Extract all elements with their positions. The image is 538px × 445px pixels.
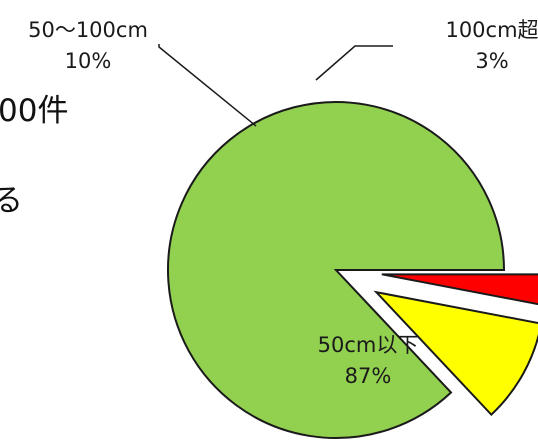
slice-category-label-1: 50cm以下 xyxy=(318,333,419,357)
background-text-line-2: る xyxy=(0,183,23,219)
slice-category-label-3: 100cm超 xyxy=(445,18,538,42)
slice-percent-label-2: 10% xyxy=(65,49,112,73)
pie-slice-2 xyxy=(373,290,538,417)
background-text-line-1: 00件 xyxy=(0,93,69,129)
slice-category-label-2: 50～100cm xyxy=(28,18,148,42)
leader-lines xyxy=(158,44,393,127)
pie-slice-1 xyxy=(167,101,506,439)
pie-slices xyxy=(167,101,538,439)
leader-line-2 xyxy=(158,44,257,127)
leader-line-3 xyxy=(315,45,393,81)
slice-percent-label-1: 87% xyxy=(345,364,392,388)
slice-percent-label-3: 3% xyxy=(475,49,508,73)
pie-slice-3 xyxy=(381,273,538,306)
slice-labels: 50cm以下 87% 50～100cm 10% 100cm超 3% xyxy=(28,18,538,388)
